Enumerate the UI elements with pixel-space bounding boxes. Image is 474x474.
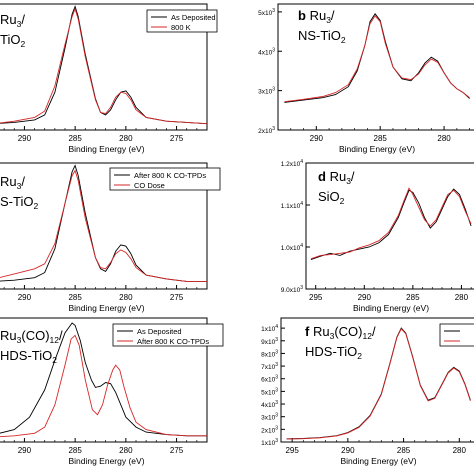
x-tick-label: 280	[437, 134, 451, 143]
x-tick-label: 285	[68, 446, 82, 455]
legend-entry: After 800 K CO-TPDs	[137, 337, 209, 346]
panel-title-line: f Ru3(CO)12/	[305, 324, 376, 341]
plot-frame	[277, 3, 474, 131]
y-tick-label: 4x103	[261, 400, 278, 409]
y-tick-label: 6x103	[261, 375, 278, 384]
y-tick-label: 3x103	[258, 87, 275, 96]
panel-title-line: SiO2	[318, 189, 345, 206]
y-tick-label: 1.2x104	[281, 159, 304, 168]
series-line-red	[284, 15, 470, 103]
x-tick-label: 295	[309, 293, 323, 302]
x-axis-label: Binding Energy (eV)	[339, 144, 415, 154]
legend-box	[439, 323, 474, 347]
legend-box	[109, 167, 221, 191]
x-tick-label: 290	[18, 446, 32, 455]
x-axis-label: Binding Energy (eV)	[68, 144, 144, 154]
panel-title-line: TiO2	[0, 32, 25, 49]
panel-title-line: Ru3(CO)12/	[0, 328, 63, 345]
chart-panel-1: 290 285 280 275 Binding Energy (eV) Ru3/TiO2 A…	[0, 3, 218, 154]
legend-entry: As Deposited	[171, 13, 216, 22]
panel-title-line: HDS-TiO2	[0, 348, 57, 365]
y-tick-label: 1.0x104	[281, 243, 304, 252]
y-tick-label: 4x103	[258, 47, 275, 56]
x-tick-label: 280	[453, 446, 467, 455]
panel-title-line: S-TiO2	[0, 194, 38, 211]
x-axis-label: Binding Energy (eV)	[353, 303, 429, 313]
series-line-red	[0, 334, 207, 438]
y-tick-label: 2x103	[258, 126, 275, 135]
x-axis-label: Binding Energy (eV)	[340, 456, 416, 466]
series-line-black	[0, 164, 207, 282]
chart-panel-2: 290 285 280 Binding Energy (eV) 2x103 3x103 4x…	[258, 3, 474, 154]
x-tick-label: 280	[119, 293, 133, 302]
y-tick-label: 1x104	[261, 324, 278, 333]
y-tick-label: 9x103	[261, 337, 278, 346]
y-tick-label: 1x103	[261, 438, 278, 447]
legend-entry: CO Dose	[134, 181, 165, 190]
plot-frame	[280, 317, 474, 443]
plot-frame	[0, 162, 208, 290]
y-tick-label: 5x103	[258, 8, 275, 17]
legend-box	[112, 323, 224, 347]
x-tick-label: 285	[374, 134, 388, 143]
plot-frame	[0, 317, 208, 443]
x-tick-label: 295	[285, 446, 299, 455]
x-axis-label: Binding Energy (eV)	[68, 303, 144, 313]
panel-title-line: NS-TiO2	[298, 28, 346, 45]
x-tick-label: 290	[18, 293, 32, 302]
legend-entry: As Deposited	[137, 327, 182, 336]
plot-frame	[0, 3, 208, 131]
panel-title-line: Ru3/	[0, 12, 25, 29]
x-tick-label: 290	[358, 293, 372, 302]
y-tick-label: 7x103	[261, 362, 278, 371]
legend-entry: After 800 K CO-TPDs	[134, 171, 206, 180]
y-tick-label: 2x103	[261, 425, 278, 434]
x-tick-label: 275	[170, 134, 184, 143]
x-tick-label: 285	[397, 446, 411, 455]
x-tick-label: 280	[119, 446, 133, 455]
chart-panel-4: 295 290 285 280 Binding Energy (eV) 9.0x103 1.…	[281, 159, 474, 313]
panel-title-line: HDS-TiO2	[305, 344, 362, 361]
series-line-red	[310, 187, 472, 260]
x-tick-label: 275	[170, 293, 184, 302]
panel-title-line: b Ru3/	[298, 8, 335, 25]
y-tick-label: 3x103	[261, 413, 278, 422]
series-line-black	[0, 322, 207, 437]
y-tick-label: 9.0x103	[281, 285, 304, 294]
x-tick-label: 285	[406, 293, 420, 302]
y-tick-label: 8x103	[261, 349, 278, 358]
chart-panel-3: 290 285 280 275 Binding Energy (eV) Ru3/S-TiO…	[0, 162, 221, 313]
panel-title-line: Ru3/	[0, 174, 25, 191]
x-tick-label: 290	[18, 134, 32, 143]
plot-frame	[305, 162, 474, 290]
series-line-red	[286, 328, 471, 440]
y-tick-label: 5x103	[261, 387, 278, 396]
panel-title-line: d Ru3/	[318, 169, 355, 186]
x-axis-label: Binding Energy (eV)	[68, 456, 144, 466]
chart-panel-6: 295 290 285 280 Binding Energy (eV) 1x103 2x10…	[261, 317, 474, 466]
x-tick-label: 285	[68, 134, 82, 143]
x-tick-label: 280	[455, 293, 469, 302]
x-tick-label: 280	[119, 134, 133, 143]
x-tick-label: 285	[68, 293, 82, 302]
x-tick-label: 275	[170, 446, 184, 455]
series-line-red	[0, 169, 207, 282]
series-line-red	[0, 7, 207, 125]
chart-panel-5: 290 285 280 275 Binding Energy (eV) Ru3(CO)12…	[0, 317, 224, 466]
x-tick-label: 290	[310, 134, 324, 143]
legend-entry: 800 K	[171, 23, 191, 32]
x-tick-label: 290	[341, 446, 355, 455]
y-tick-label: 1.1x104	[281, 201, 304, 210]
